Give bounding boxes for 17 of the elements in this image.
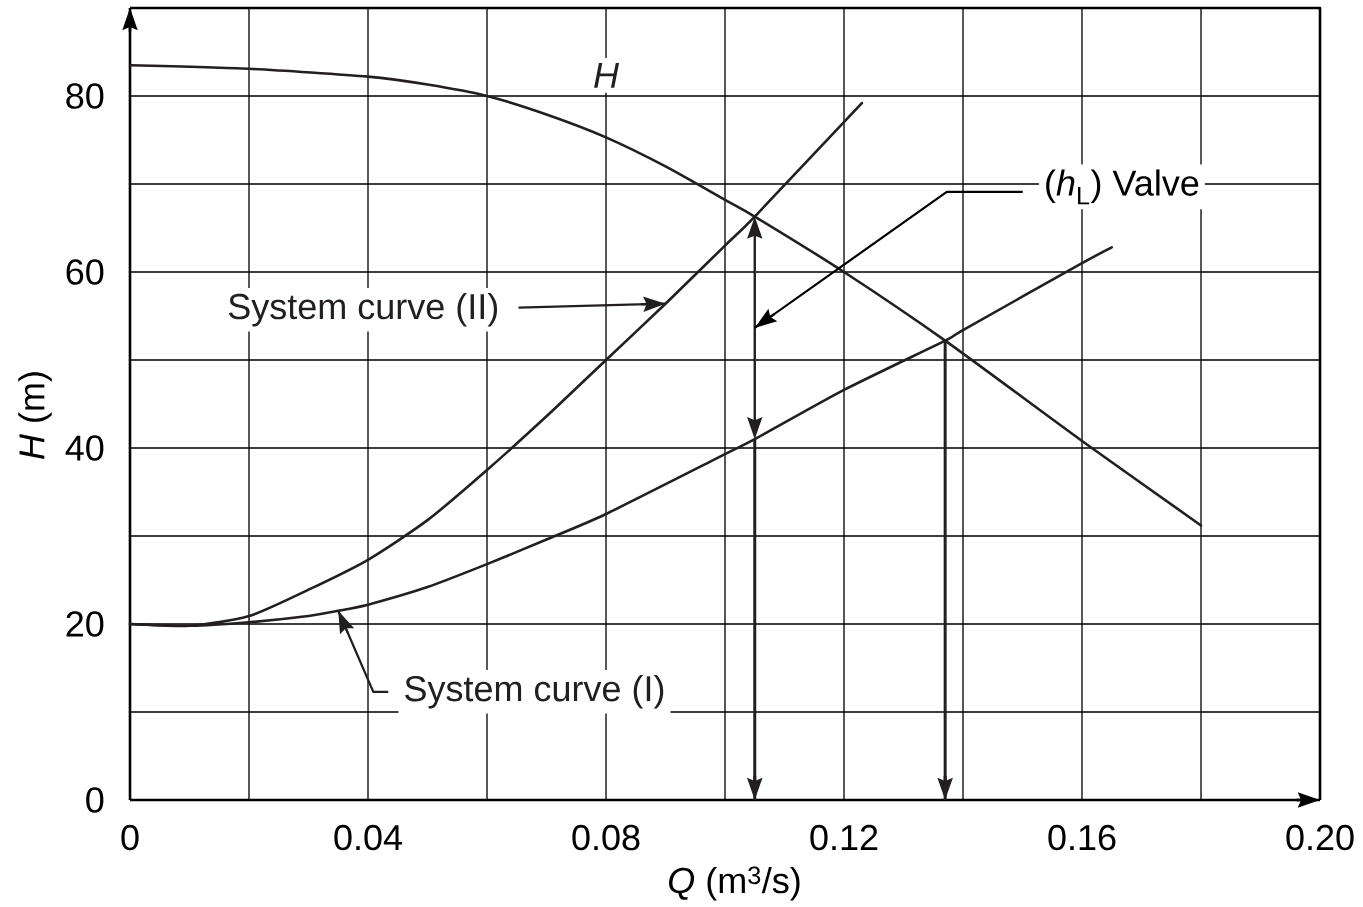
x-tick-label: 0.16 bbox=[1048, 824, 1116, 851]
x-axis-title: Q (m$^{3}$/s) bbox=[669, 866, 800, 901]
x-tick-label: 0.12 bbox=[810, 824, 878, 851]
y-axis-title: H (m) bbox=[18, 372, 52, 459]
y-tick-label: 80 bbox=[66, 83, 104, 109]
x-tick-label: 0.08 bbox=[572, 824, 640, 851]
y-tick-label: 0 bbox=[86, 787, 104, 813]
y-tick-label: 20 bbox=[66, 611, 104, 637]
y-tick-label: 40 bbox=[65, 435, 104, 461]
x-tick-label: 0 bbox=[121, 824, 139, 851]
legend-label: System curve (II) bbox=[228, 292, 498, 327]
annotation: (h$_{L}$) Valve bbox=[1046, 169, 1199, 205]
series-label: H bbox=[594, 62, 620, 88]
x-tick-label: 0.04 bbox=[334, 824, 402, 851]
x-tick-label: 0.20 bbox=[1286, 824, 1354, 851]
y-tick-label: 60 bbox=[66, 259, 104, 285]
text: System curve (I) bbox=[405, 675, 664, 709]
